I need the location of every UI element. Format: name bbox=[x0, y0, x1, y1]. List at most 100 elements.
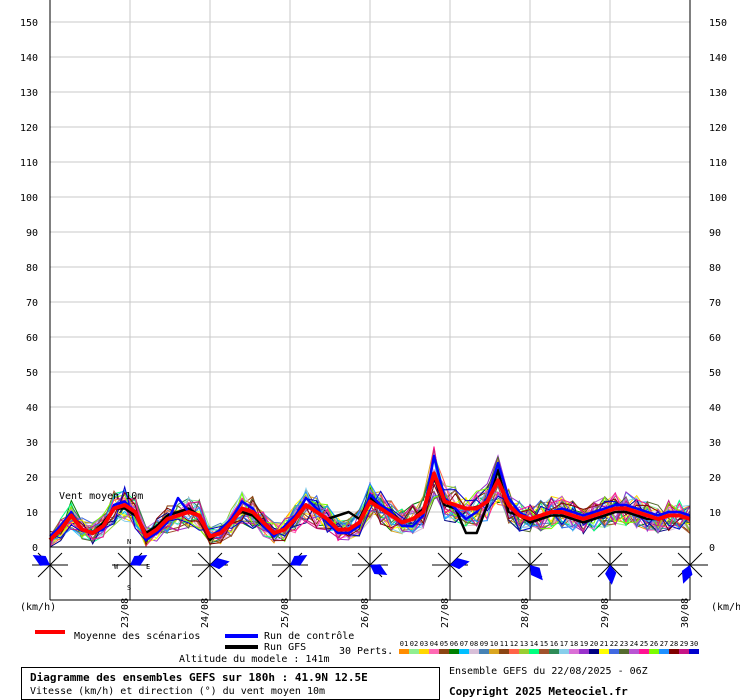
perturbation-label: 14 bbox=[529, 640, 539, 648]
y-tick-left: 110 bbox=[20, 158, 38, 169]
wind-rose bbox=[32, 547, 68, 583]
perturbation-legend-item: 19 bbox=[579, 640, 589, 654]
y-tick-right: 50 bbox=[709, 368, 721, 379]
perturbation-label: 16 bbox=[549, 640, 559, 648]
perturbation-legend-item: 06 bbox=[449, 640, 459, 654]
perturbation-label: 24 bbox=[629, 640, 639, 648]
copyright: Copyright 2025 Meteociel.fr bbox=[449, 685, 628, 698]
perturbation-label: 04 bbox=[429, 640, 439, 648]
altitude-label: Altitude du modele : 141m bbox=[179, 654, 330, 665]
perturbation-legend-item: 17 bbox=[559, 640, 569, 654]
y-tick-right: 100 bbox=[709, 193, 727, 204]
perturbation-legend-item: 25 bbox=[639, 640, 649, 654]
perturbation-label: 29 bbox=[679, 640, 689, 648]
perturbation-legend-item: 16 bbox=[549, 640, 559, 654]
perturbation-label: 11 bbox=[499, 640, 509, 648]
perturbation-legend: 01 02 03 04 05 06 07 08 09 10 11 12 13 14 15 16 17 18 19 20… bbox=[399, 640, 699, 654]
unit-right: (km/h) bbox=[711, 602, 740, 613]
perturbation-label: 05 bbox=[439, 640, 449, 648]
info-box: Diagramme des ensembles GEFS sur 180h : … bbox=[21, 667, 440, 700]
y-tick-right: 30 bbox=[709, 438, 721, 449]
perturbation-legend-item: 01 bbox=[399, 640, 409, 654]
ensemble-label: Ensemble GEFS du 22/08/2025 - 06Z bbox=[449, 666, 648, 677]
y-tick-right: 140 bbox=[709, 53, 727, 64]
perturbation-swatch bbox=[439, 649, 449, 654]
y-tick-left: 120 bbox=[20, 123, 38, 134]
wind-direction-wedge bbox=[530, 565, 543, 581]
wind-direction-wedge bbox=[290, 555, 308, 566]
legend-gfs: Run GFS bbox=[264, 642, 307, 653]
y-tick-right: 150 bbox=[709, 18, 727, 29]
perturbation-swatch bbox=[559, 649, 569, 654]
wind-direction-wedge bbox=[605, 565, 617, 585]
perturbation-swatch bbox=[449, 649, 459, 654]
perturbation-legend-item: 12 bbox=[509, 640, 519, 654]
perturbation-swatch bbox=[649, 649, 659, 654]
wind-rose bbox=[112, 547, 148, 583]
wind-roses: N S W E bbox=[32, 538, 708, 592]
y-tick-left: 20 bbox=[26, 473, 38, 484]
y-tick-left: 10 bbox=[26, 508, 38, 519]
perturbation-label: 03 bbox=[419, 640, 429, 648]
compass-w: W bbox=[114, 563, 119, 571]
y-tick-left: 80 bbox=[26, 263, 38, 274]
perturbation-swatch bbox=[669, 649, 679, 654]
perturbation-legend-item: 24 bbox=[629, 640, 639, 654]
perturbation-swatch bbox=[619, 649, 629, 654]
perturbation-swatch bbox=[549, 649, 559, 654]
perturbation-label: 06 bbox=[449, 640, 459, 648]
perturbation-label: 10 bbox=[489, 640, 499, 648]
perturbation-label: 18 bbox=[569, 640, 579, 648]
legend-swatch-controle bbox=[225, 634, 258, 638]
perturbation-swatch bbox=[429, 649, 439, 654]
perturbation-legend-item: 21 bbox=[599, 640, 609, 654]
wind-rose bbox=[272, 547, 308, 583]
perturbation-legend-item: 22 bbox=[609, 640, 619, 654]
perturbation-label: 26 bbox=[649, 640, 659, 648]
perturbation-legend-item: 04 bbox=[429, 640, 439, 654]
wind-direction-wedge bbox=[450, 558, 470, 570]
perturbation-legend-item: 27 bbox=[659, 640, 669, 654]
perturbation-label: 25 bbox=[639, 640, 649, 648]
y-tick-right: 20 bbox=[709, 473, 721, 484]
wind-rose bbox=[192, 547, 230, 583]
perturbation-swatch bbox=[419, 649, 429, 654]
x-tick-label: 29/08 bbox=[600, 598, 611, 628]
y-tick-right: 90 bbox=[709, 228, 721, 239]
y-tick-right: 120 bbox=[709, 123, 727, 134]
compass-s: S bbox=[127, 584, 131, 592]
legend-perts: 30 Perts. bbox=[339, 646, 394, 657]
perturbation-label: 15 bbox=[539, 640, 549, 648]
wind-direction-wedge bbox=[681, 565, 693, 584]
wind-rose bbox=[512, 547, 548, 583]
perturbation-label: 19 bbox=[579, 640, 589, 648]
y-tick-right: 0 bbox=[709, 543, 715, 554]
wind-direction-wedge bbox=[370, 564, 388, 575]
grid bbox=[50, 0, 691, 548]
perturbation-legend-item: 09 bbox=[479, 640, 489, 654]
legend-controle: Run de contrôle bbox=[264, 631, 355, 642]
x-tick-label: 30/08 bbox=[680, 598, 691, 628]
perturbation-legend-item: 15 bbox=[539, 640, 549, 654]
series-line bbox=[48, 471, 691, 542]
annotation-vent-moyen: Vent moyen 10m bbox=[59, 491, 143, 502]
perturbation-swatch bbox=[609, 649, 619, 654]
perturbation-label: 09 bbox=[479, 640, 489, 648]
perturbation-swatch bbox=[689, 649, 699, 654]
perturbation-label: 22 bbox=[609, 640, 619, 648]
perturbation-swatch bbox=[479, 649, 489, 654]
y-tick-right: 80 bbox=[709, 263, 721, 274]
perturbation-legend-item: 20 bbox=[589, 640, 599, 654]
x-tick-label: 25/08 bbox=[280, 598, 291, 628]
perturbation-legend-item: 28 bbox=[669, 640, 679, 654]
y-tick-right: 70 bbox=[709, 298, 721, 309]
y-tick-right: 10 bbox=[709, 508, 721, 519]
perturbation-label: 28 bbox=[669, 640, 679, 648]
series-line bbox=[49, 454, 691, 542]
perturbation-label: 08 bbox=[469, 640, 479, 648]
perturbation-label: 07 bbox=[459, 640, 469, 648]
y-tick-left: 90 bbox=[26, 228, 38, 239]
y-tick-left: 130 bbox=[20, 88, 38, 99]
perturbation-swatch bbox=[469, 649, 479, 654]
